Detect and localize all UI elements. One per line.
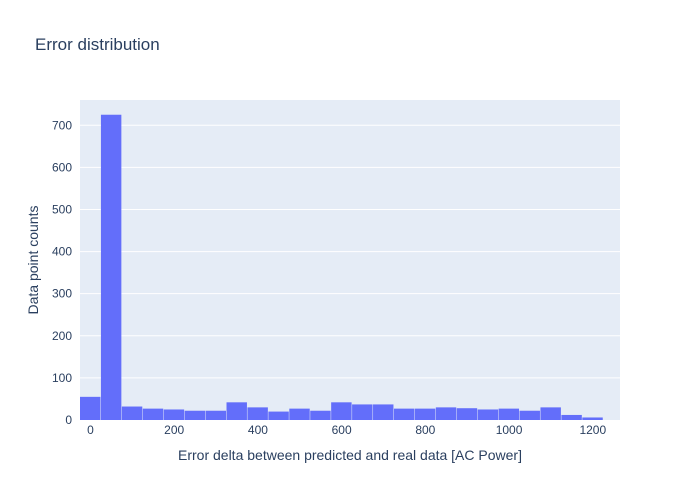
histogram-bar	[100, 114, 122, 420]
histogram-bar	[121, 406, 143, 420]
y-tick-label: 600	[52, 160, 72, 174]
y-tick-label: 700	[52, 118, 72, 132]
x-tick-label: 0	[87, 423, 94, 437]
x-tick-label: 1000	[496, 423, 523, 437]
histogram-bar	[435, 407, 457, 420]
histogram-bar	[226, 402, 247, 420]
histogram-bar	[268, 411, 289, 420]
histogram-bar	[352, 404, 373, 420]
histogram-bar	[477, 409, 499, 420]
histogram-bar	[184, 410, 206, 420]
y-tick-label: 500	[52, 202, 72, 216]
y-tick-label: 0	[65, 413, 72, 427]
x-tick-label: 600	[332, 423, 352, 437]
histogram-bar	[205, 410, 227, 420]
y-axis-title: Data point counts	[25, 206, 41, 315]
histogram-bar	[414, 408, 436, 420]
histogram-bar	[582, 417, 603, 420]
x-tick-label: 1200	[579, 423, 606, 437]
histogram-bar	[498, 408, 520, 420]
histogram-bar	[373, 404, 394, 420]
bars	[80, 114, 603, 420]
histogram-bar	[80, 396, 101, 420]
histogram-bar	[519, 410, 540, 420]
y-tick-label: 200	[52, 329, 72, 343]
histogram-bar	[163, 409, 185, 420]
y-tick-label: 400	[52, 245, 72, 259]
histogram-bar	[456, 408, 478, 420]
x-tick-label: 800	[415, 423, 435, 437]
histogram-bar	[393, 408, 415, 420]
histogram-bar	[540, 407, 561, 420]
histogram-bar	[310, 410, 331, 420]
histogram-bar	[247, 407, 268, 420]
gridlines	[80, 124, 620, 379]
x-tick-labels: 0 200 400 600 800 1000 1200	[87, 423, 606, 437]
histogram-bar	[331, 402, 352, 420]
x-axis-title: Error delta between predicted and real d…	[178, 447, 522, 463]
histogram-bar	[142, 408, 164, 420]
chart-title: Error distribution	[35, 35, 160, 54]
x-tick-label: 400	[248, 423, 268, 437]
histogram-bar	[561, 414, 582, 420]
plot-area	[80, 100, 620, 420]
y-tick-labels: 0 100 200 300 400 500 600 700	[52, 118, 72, 427]
histogram-bar	[289, 408, 310, 420]
y-tick-label: 100	[52, 371, 72, 385]
x-tick-label: 200	[164, 423, 184, 437]
y-tick-label: 300	[52, 287, 72, 301]
